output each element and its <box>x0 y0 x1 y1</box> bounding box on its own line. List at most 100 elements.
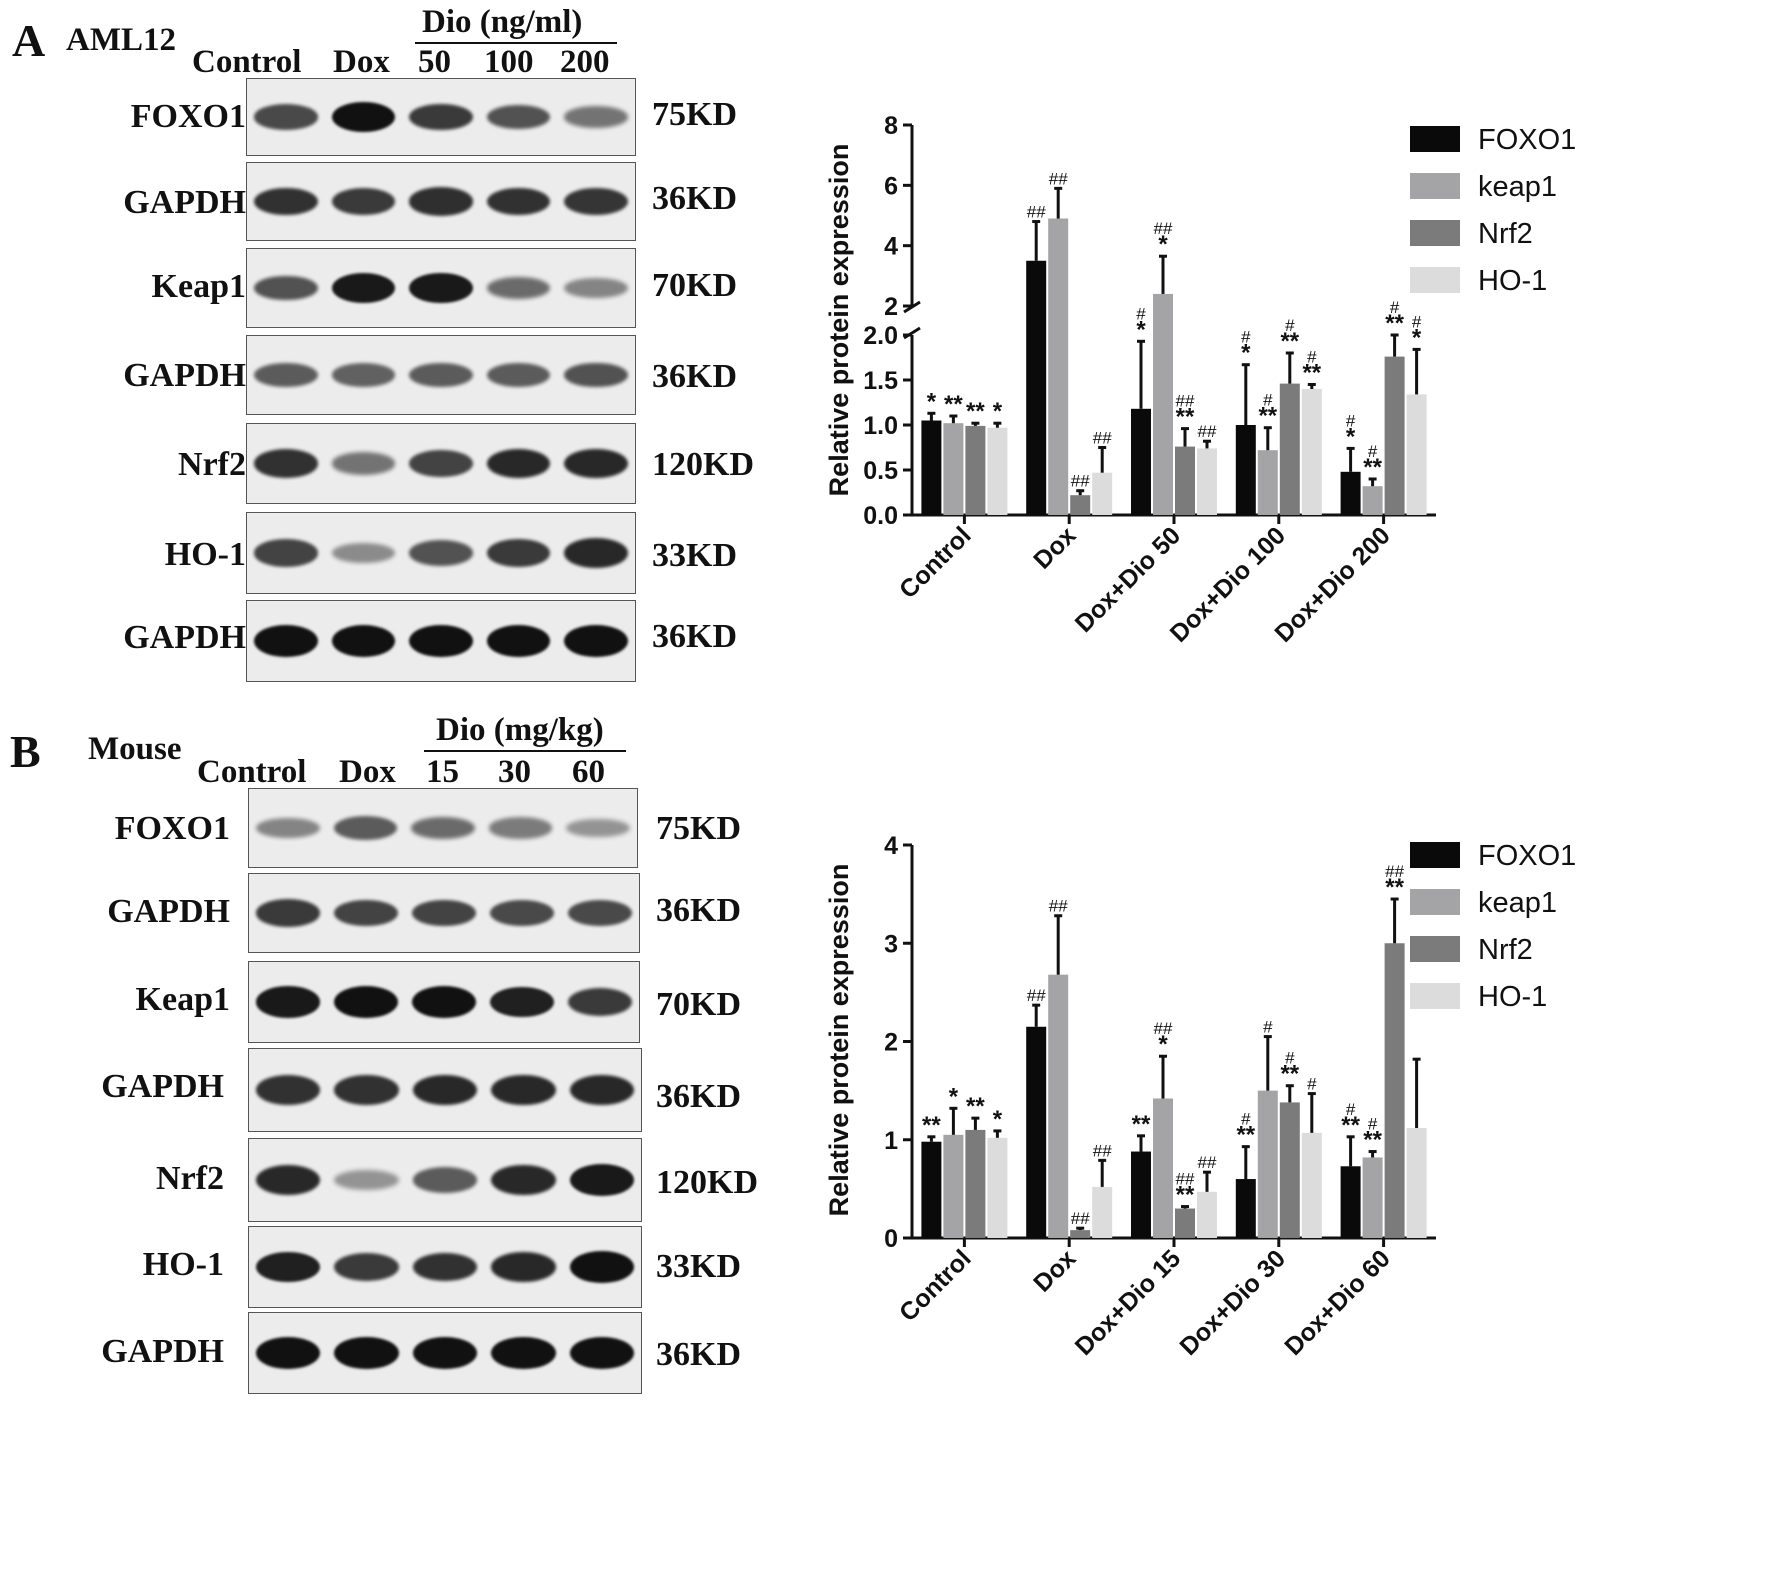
blot-strip <box>246 423 636 504</box>
significance-mark: ** <box>1176 1182 1195 1209</box>
significance-mark: ** <box>1302 360 1321 387</box>
protein-band <box>409 362 473 388</box>
significance-mark: ** <box>1385 874 1404 901</box>
bar-keap1 <box>1048 974 1069 1238</box>
bar-ho-1 <box>1092 1186 1113 1238</box>
significance-mark: ** <box>1258 403 1277 430</box>
bar-foxo1 <box>1026 1026 1047 1238</box>
significance-mark: * <box>1412 324 1422 351</box>
blot-strip <box>248 961 640 1043</box>
protein-band <box>331 543 396 563</box>
protein-band <box>256 1251 321 1283</box>
bar-foxo1 <box>1340 471 1361 515</box>
significance-mark: ## <box>1176 1170 1195 1189</box>
blot-name: HO-1 <box>142 1246 224 1283</box>
lane-label: Dox <box>339 754 396 790</box>
blot-name: GAPDH <box>123 357 246 394</box>
protein-band <box>409 540 473 566</box>
protein-band <box>569 1337 634 1369</box>
protein-band <box>333 815 398 841</box>
bar-ho-1 <box>1301 389 1322 515</box>
bar-nrf2 <box>1070 1230 1091 1238</box>
blot-strip <box>248 1048 642 1132</box>
significance-mark: ** <box>922 1112 941 1139</box>
bar-keap1 <box>1048 218 1069 515</box>
bar-ho-1 <box>1406 394 1427 515</box>
bar-nrf2 <box>1175 446 1195 515</box>
blot-name: Nrf2 <box>156 1160 224 1197</box>
legend-swatch <box>1410 983 1460 1009</box>
protein-band <box>490 900 554 926</box>
significance-mark: * <box>927 388 937 415</box>
blot-name: FOXO1 <box>130 98 246 135</box>
blot-strip <box>246 162 636 241</box>
bar-nrf2 <box>1279 383 1300 515</box>
blot-name: Nrf2 <box>178 446 246 483</box>
protein-band <box>331 272 396 304</box>
protein-band <box>334 1170 399 1190</box>
y-tick-label: 4 <box>884 233 898 261</box>
y-tick-label: 2 <box>884 1029 898 1057</box>
bar-keap1 <box>1153 293 1173 515</box>
protein-band <box>491 1337 556 1369</box>
bar-nrf2 <box>1070 495 1091 515</box>
blot-strip <box>248 1226 642 1308</box>
significance-mark: ## <box>1154 219 1173 238</box>
y-tick-label: 0.5 <box>863 457 898 485</box>
significance-mark: ## <box>1176 392 1195 411</box>
lane-label: Control <box>192 44 302 80</box>
protein-band <box>253 625 318 657</box>
molecular-weight-label: 70KD <box>656 986 741 1023</box>
molecular-weight-label: 120KD <box>656 1164 758 1201</box>
protein-band <box>255 817 320 839</box>
significance-mark: # <box>1285 316 1295 335</box>
panel-letter: A <box>12 15 46 66</box>
legend-swatch <box>1410 936 1460 962</box>
protein-band <box>412 1167 478 1193</box>
significance-mark: * <box>1158 231 1168 258</box>
significance-mark: ** <box>966 1093 985 1120</box>
protein-band <box>256 1337 321 1369</box>
x-tick-label: Dox <box>1028 521 1081 574</box>
protein-band <box>488 817 553 839</box>
protein-band <box>253 539 318 567</box>
protein-band <box>334 1075 399 1105</box>
protein-band <box>411 816 475 840</box>
protein-band <box>564 362 628 388</box>
significance-mark: ## <box>1198 1153 1217 1172</box>
blot-name: GAPDH <box>123 184 246 221</box>
significance-mark: # <box>1412 312 1422 331</box>
bar-chart-aml12: Relative protein expression 0.0 0.5 1.0 1.5 2… <box>824 112 1576 648</box>
legend-label: HO-1 <box>1478 265 1547 297</box>
significance-mark: ## <box>1049 169 1068 188</box>
protein-band <box>486 276 551 300</box>
bar-keap1 <box>943 423 964 515</box>
protein-band <box>331 452 396 475</box>
significance-mark: * <box>993 1106 1003 1133</box>
x-tick-label: Dox+Dio 60 <box>1279 1244 1396 1361</box>
protein-band <box>486 104 551 130</box>
bar-foxo1 <box>1235 1179 1256 1238</box>
lane-label: 50 <box>418 44 451 80</box>
significance-mark: ## <box>1027 203 1046 222</box>
molecular-weight-label: 36KD <box>652 180 737 217</box>
blot-strip <box>246 600 636 682</box>
significance-mark: * <box>993 398 1003 425</box>
protein-band <box>253 449 318 478</box>
protein-band <box>491 1074 556 1106</box>
legend-swatch <box>1410 267 1460 293</box>
blot-strip <box>246 78 636 156</box>
legend-label: FOXO1 <box>1478 840 1576 872</box>
significance-mark: # <box>1346 411 1356 430</box>
bar-chart-mouse: Relative protein expression 0 1 2 3 4 Control *… <box>824 832 1576 1361</box>
y-tick-label: 4 <box>884 832 898 860</box>
protein-band <box>412 986 476 1018</box>
significance-mark: # <box>1368 442 1378 461</box>
molecular-weight-label: 70KD <box>652 267 737 304</box>
protein-band <box>490 986 554 1018</box>
y-tick-label: 8 <box>884 112 898 140</box>
significance-mark: ** <box>1341 1112 1360 1139</box>
protein-band <box>334 1253 399 1281</box>
molecular-weight-label: 36KD <box>656 1078 741 1115</box>
molecular-weight-label: 75KD <box>656 810 741 847</box>
